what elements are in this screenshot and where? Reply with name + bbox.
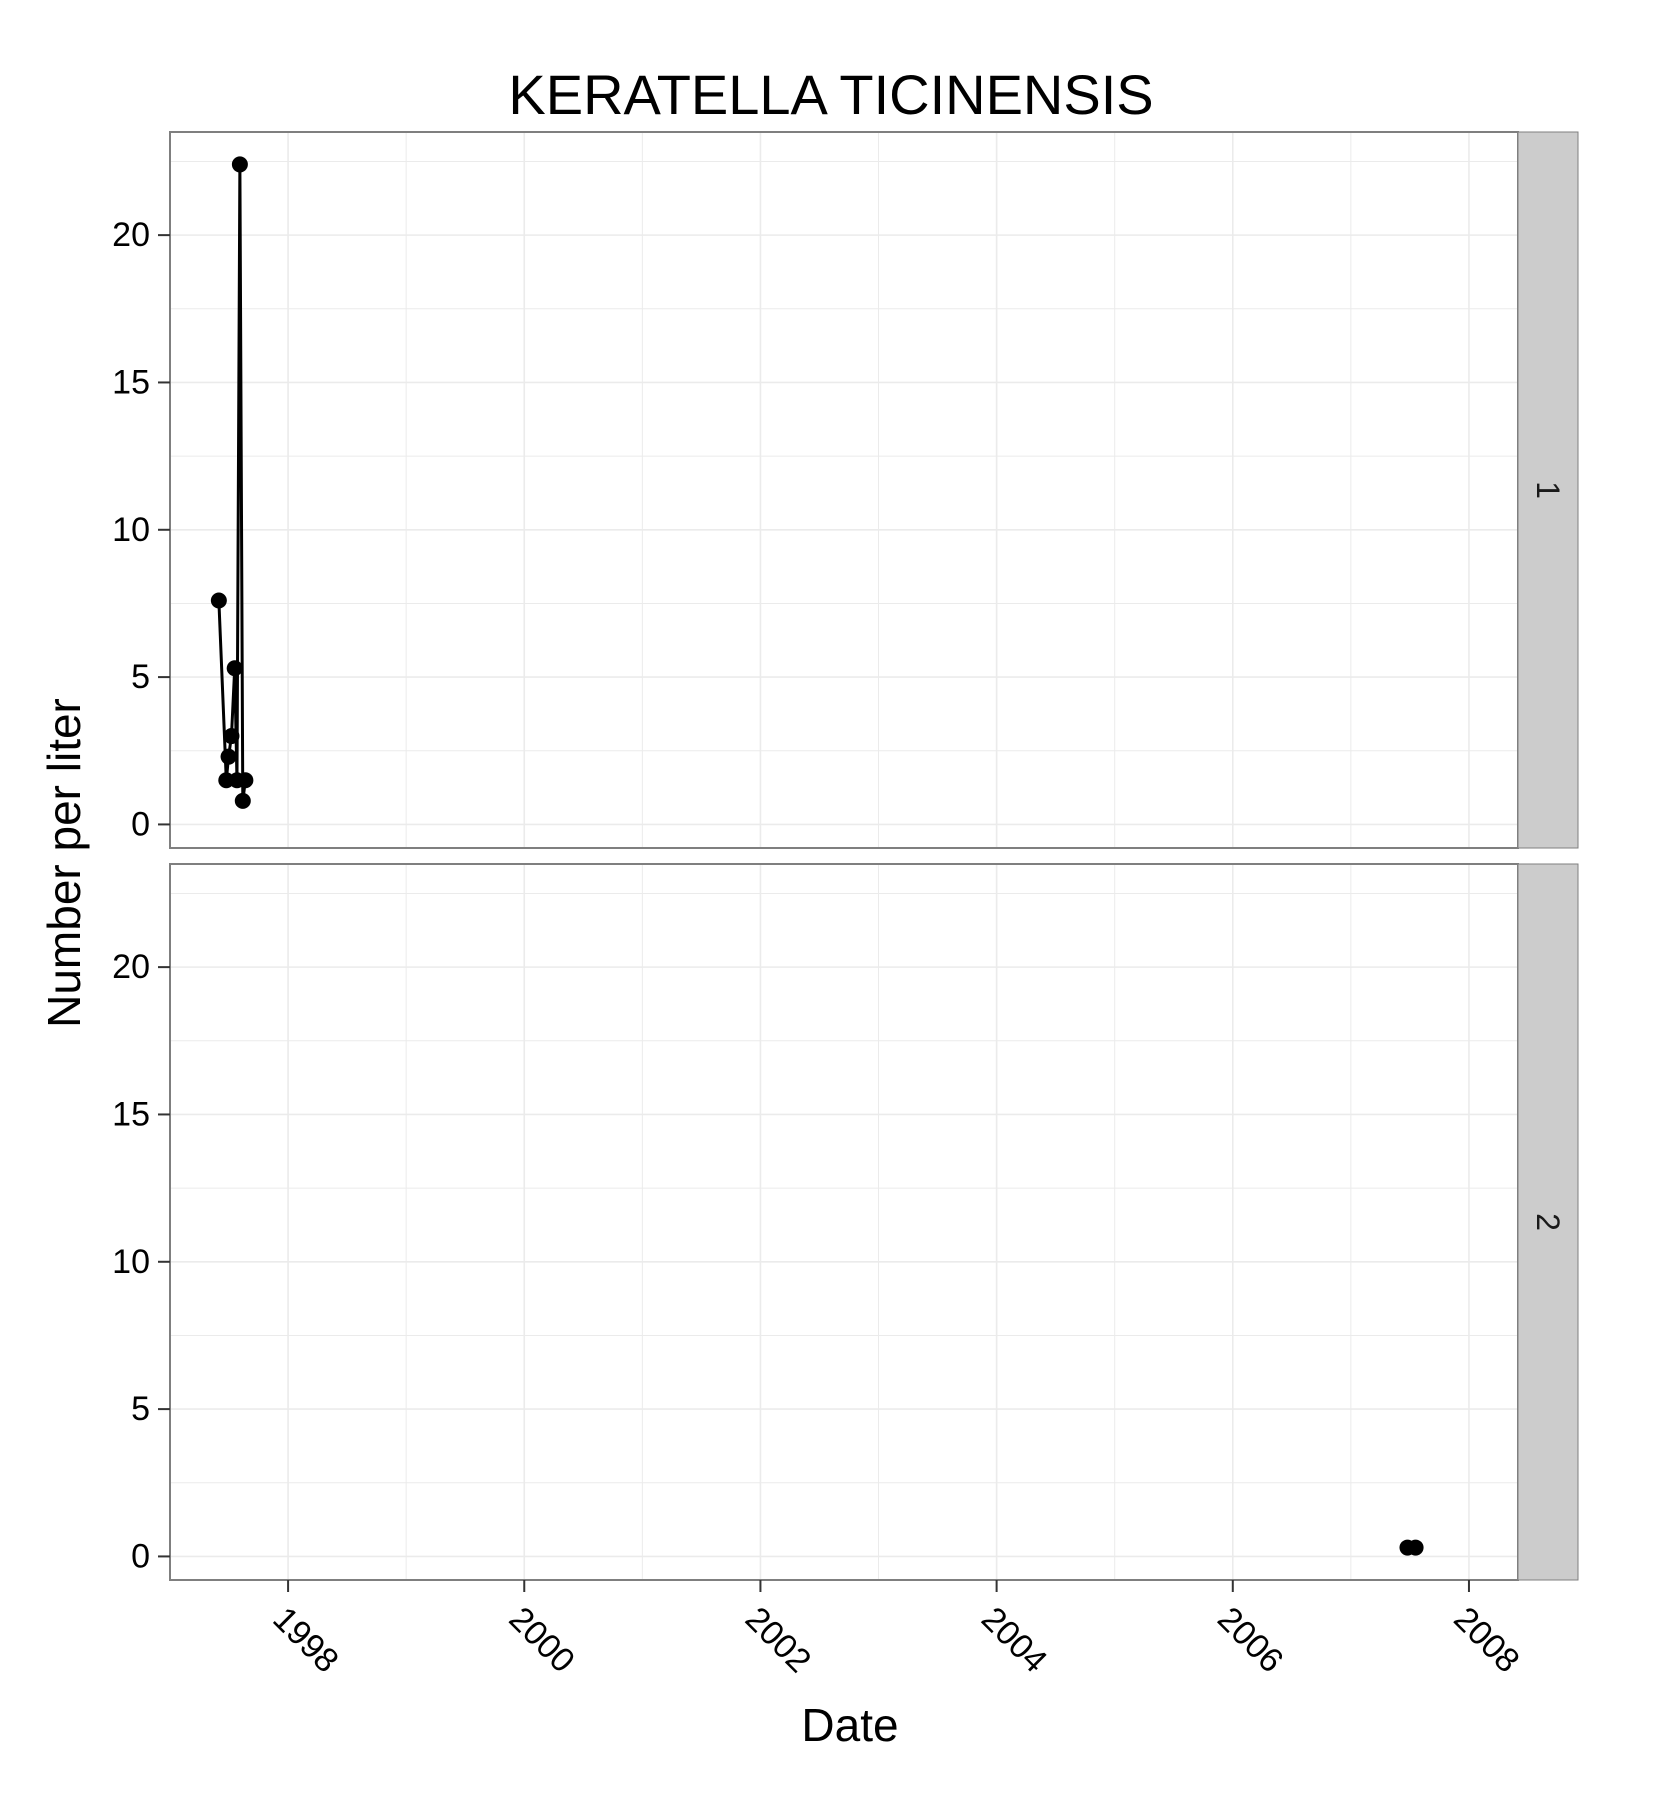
x-tick-label: 1998 xyxy=(265,1600,345,1680)
x-axis-label: Date xyxy=(801,1699,899,1751)
x-tick-label: 2006 xyxy=(1210,1600,1290,1680)
data-point xyxy=(1407,1539,1424,1556)
facet-strip-2 xyxy=(1517,863,1579,1581)
y-tick-label: 10 xyxy=(112,511,150,549)
y-tick-label: 5 xyxy=(131,658,150,696)
data-point xyxy=(234,792,251,809)
y-tick-label: 10 xyxy=(112,1243,150,1281)
y-tick-label: 0 xyxy=(131,805,150,843)
x-tick-label: 2008 xyxy=(1446,1600,1526,1680)
data-point xyxy=(226,660,243,677)
data-point xyxy=(223,728,240,745)
x-tick-label: 2004 xyxy=(974,1600,1054,1680)
panel-background-1 xyxy=(170,132,1518,848)
facet-strip-1 xyxy=(1517,131,1579,849)
y-tick-label: 15 xyxy=(112,363,150,401)
panel-background-2 xyxy=(170,864,1518,1580)
y-tick-label: 15 xyxy=(112,1095,150,1133)
y-tick-label: 5 xyxy=(131,1390,150,1428)
data-point xyxy=(231,156,248,173)
y-tick-label: 20 xyxy=(112,216,150,254)
data-point xyxy=(237,772,254,789)
data-point xyxy=(210,592,227,609)
facet-strip-label: 2 xyxy=(1530,1213,1566,1231)
y-tick-label: 0 xyxy=(131,1537,150,1575)
chart-title: KERATELLA TICINENSIS xyxy=(508,63,1154,126)
y-tick-label: 20 xyxy=(112,948,150,986)
x-tick-label: 2002 xyxy=(738,1600,818,1680)
facet-strip-label: 1 xyxy=(1530,481,1566,499)
data-point xyxy=(220,748,237,765)
x-tick-label: 2000 xyxy=(502,1600,582,1680)
